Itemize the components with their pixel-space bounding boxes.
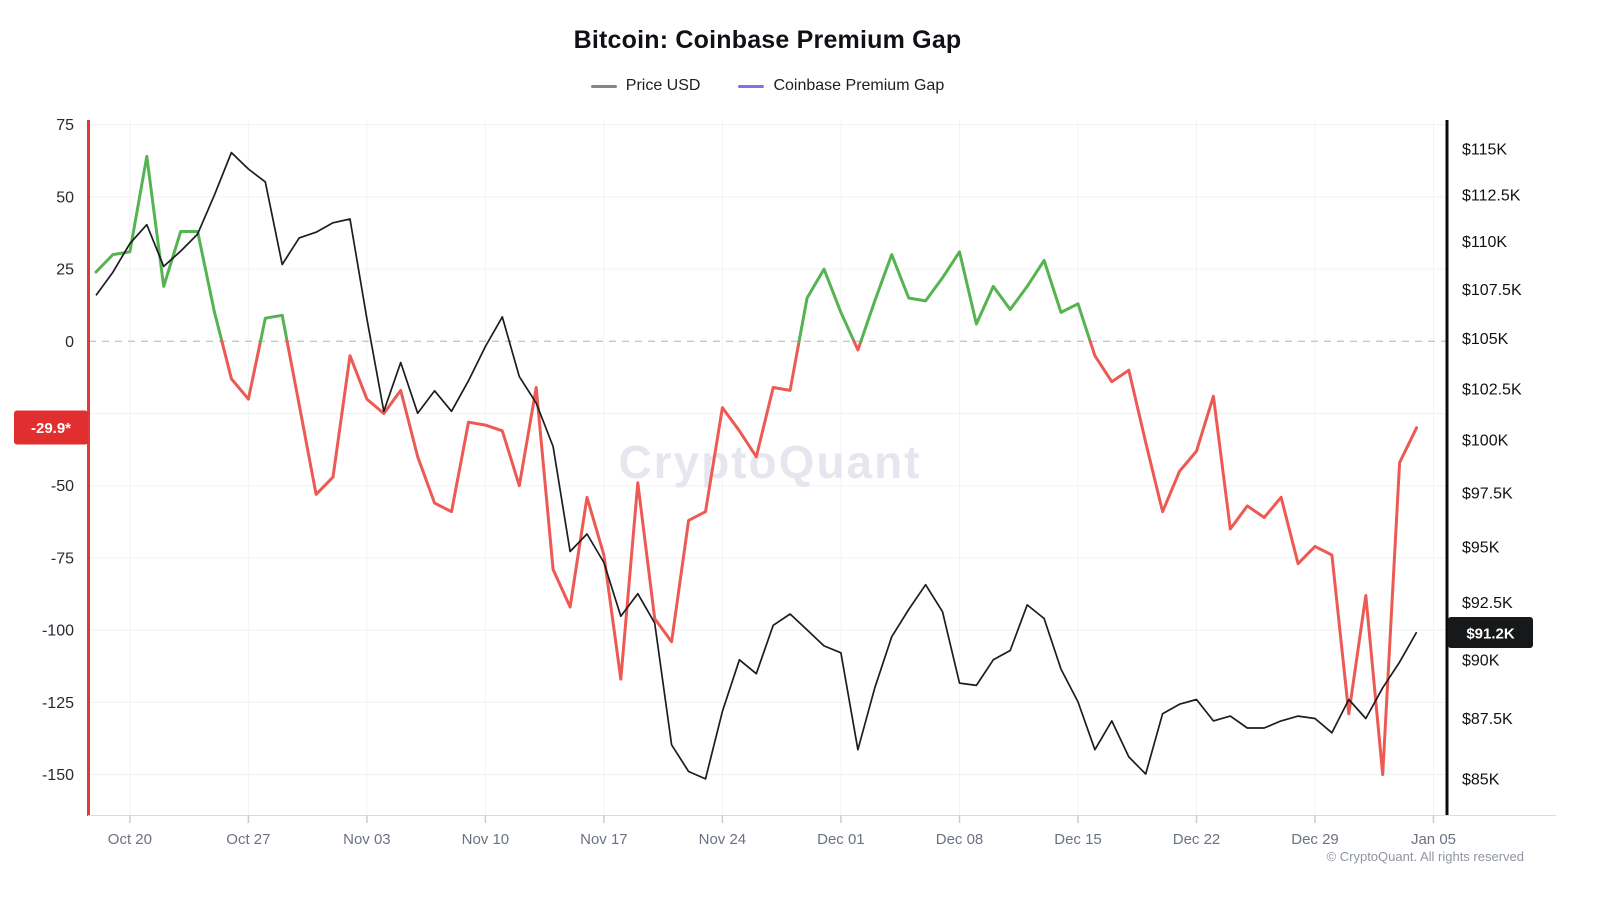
legend-label: Price USD xyxy=(625,77,701,94)
premium-gap-line-negative xyxy=(285,339,801,681)
right-axis-tick-label: $87.5K xyxy=(1462,711,1513,728)
premium-gap-line-positive xyxy=(797,267,856,343)
left-axis-tick-label: -150 xyxy=(42,767,74,784)
left-axis-tick-label: -125 xyxy=(42,695,74,712)
x-tick-label: Nov 24 xyxy=(699,831,747,848)
horizontal-gridlines xyxy=(89,124,1446,776)
premium-gap-line-positive xyxy=(859,250,1092,343)
premium-gap-line-positive xyxy=(94,154,224,343)
right-axis-tick-label: $102.5K xyxy=(1462,381,1522,398)
premium-gap-line-negative xyxy=(1088,339,1419,777)
x-tick-label: Dec 22 xyxy=(1173,831,1221,848)
left-axis-tick-label: -75 xyxy=(51,550,74,567)
page-title: Bitcoin: Coinbase Premium Gap xyxy=(573,26,962,54)
legend-item-price-usd[interactable]: Price USD xyxy=(590,77,701,95)
x-tick-label: Nov 17 xyxy=(580,831,628,848)
x-tick-label: Dec 29 xyxy=(1291,831,1339,848)
right-axis-tick-label: $107.5K xyxy=(1462,282,1522,299)
right-axis-labels: $115K $112.5K $110K $107.5K $105K $102.5K $100… xyxy=(1462,142,1522,789)
left-axis-tick-label: 50 xyxy=(56,189,74,206)
right-axis-tick-label: $110K xyxy=(1462,234,1507,251)
series-lines xyxy=(94,151,1419,780)
right-axis-tick-label: $105K xyxy=(1462,331,1509,348)
left-axis-tick-label: -50 xyxy=(51,478,74,495)
left-badge-background xyxy=(14,410,88,445)
x-tick-label: Dec 15 xyxy=(1054,831,1102,848)
price-usd-line xyxy=(95,151,1418,780)
x-axis-ticks xyxy=(129,815,1435,823)
copyright-footer: © CryptoQuant. All rights reserved xyxy=(1326,849,1524,864)
x-tick-label: Jan 05 xyxy=(1411,831,1456,848)
x-tick-label: Dec 08 xyxy=(936,831,984,848)
cryptoquant-watermark: CryptoQuant xyxy=(618,436,921,488)
right-axis-tick-label: $92.5K xyxy=(1462,595,1513,612)
legend-item-coinbase-premium-gap[interactable]: Coinbase Premium Gap xyxy=(738,77,944,95)
right-axis-tick-label: $95K xyxy=(1462,540,1500,557)
right-axis-tick-label: $115K xyxy=(1462,142,1507,159)
legend-dash-icon xyxy=(738,84,765,88)
x-tick-label: Nov 03 xyxy=(343,831,391,848)
right-axis-tick-label: $100K xyxy=(1462,433,1509,450)
x-tick-label: Nov 10 xyxy=(462,831,510,848)
premium-gap-line-negative xyxy=(220,339,262,401)
plot-area[interactable] xyxy=(90,120,1446,815)
x-axis-labels: Oct 20 Oct 27 Nov 03 Nov 10 Nov 17 Nov 24 Dec … xyxy=(108,831,1456,848)
right-value-badge: $91.2K xyxy=(1448,617,1533,648)
right-badge-label: $91.2K xyxy=(1466,626,1515,643)
left-axis-tick-label: -100 xyxy=(42,623,74,640)
right-axis-tick-label: $97.5K xyxy=(1462,486,1513,503)
left-axis-labels: 75 50 25 0 -50 -75 -100 -125 -150 xyxy=(42,117,74,784)
x-tick-label: Oct 20 xyxy=(108,831,152,848)
right-badge-background xyxy=(1448,617,1533,648)
left-badge-label: -29.9* xyxy=(31,420,71,437)
chart-legend: Price USD Coinbase Premium Gap xyxy=(88,77,1447,95)
left-axis-tick-label: 75 xyxy=(56,117,74,134)
premium-gap-line-negative xyxy=(852,339,863,352)
right-axis-tick-label: $85K xyxy=(1462,771,1500,788)
right-axis-tick-label: $112.5K xyxy=(1462,187,1521,204)
premium-gap-line-positive xyxy=(259,313,289,343)
left-axis-tick-label: 25 xyxy=(56,262,74,279)
legend-label: Coinbase Premium Gap xyxy=(773,77,945,94)
x-tick-label: Oct 27 xyxy=(226,831,270,848)
left-value-badge: -29.9* xyxy=(14,410,88,445)
legend-dash-icon xyxy=(590,84,617,88)
left-axis-tick-label: 0 xyxy=(65,334,74,351)
right-axis-tick-label: $90K xyxy=(1462,652,1500,669)
x-tick-label: Dec 01 xyxy=(817,831,865,848)
